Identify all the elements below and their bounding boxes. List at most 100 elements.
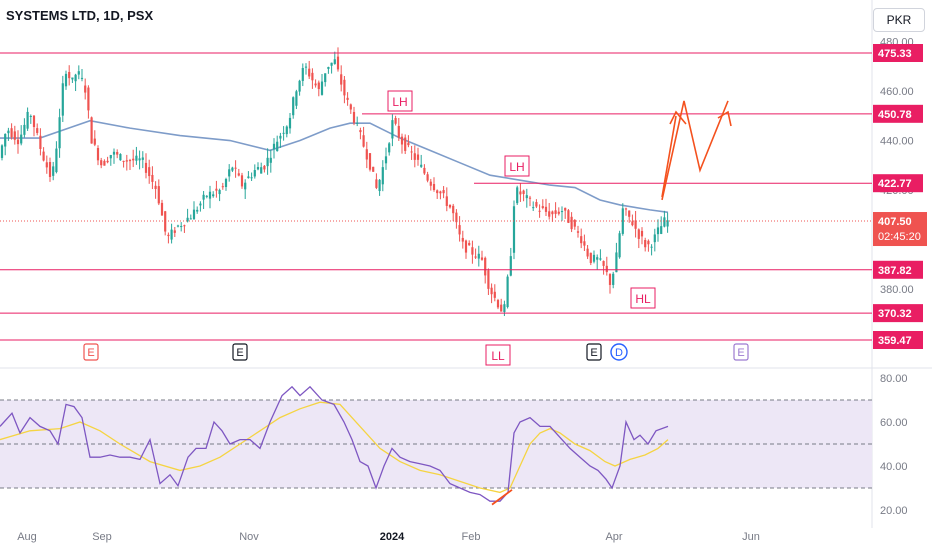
annotation-label: LL [491,349,505,363]
candle-body [180,226,183,228]
candle-body [272,143,276,150]
candle-body [100,160,103,166]
candle-body [439,191,442,194]
candle-body [477,253,480,259]
candle-body [512,206,516,253]
candle-body [656,227,660,235]
level-label: 370.32 [878,308,912,320]
candle-body [666,220,669,227]
candle-body [484,257,487,276]
candle-body [68,71,71,79]
x-tick-label: Apr [605,531,622,543]
candle-body [343,79,346,96]
rsi-divergence-line [491,489,513,506]
countdown-label: 02:45:20 [878,231,921,243]
candle-body [16,139,20,145]
candle-body [461,237,464,242]
candle-body [58,117,61,149]
candle-body [394,118,397,124]
projection-arrow-1 [661,115,677,198]
candle-body [544,206,548,212]
candle-body [423,167,426,174]
candle-body [253,170,256,177]
candle-body [231,167,234,171]
candle-body [663,217,666,227]
last-price-label-bg [873,212,927,247]
candle-body [525,195,528,199]
candle-body [349,104,352,110]
candle-body [615,252,618,273]
level-label: 450.78 [878,109,912,121]
candle-body [637,229,640,239]
price-tick-label: 380.00 [880,284,914,296]
projection-arrowhead-2 [717,110,732,127]
candle-body [432,184,436,191]
candle-body [464,240,468,253]
candle-body [413,153,416,160]
chart-title: SYSTEMS LTD, 1D, PSX [6,8,154,23]
rsi-tick-label: 60.00 [880,417,908,429]
candle-body [493,291,496,298]
candle-body [221,186,224,188]
candle-body [42,151,45,161]
candle-body [506,276,509,308]
candle-body [250,177,253,179]
candle-body [167,234,170,237]
x-tick-label: 2024 [380,531,405,543]
x-tick-label: Aug [17,531,37,543]
candle-body [260,167,263,174]
candle-body [93,138,96,145]
candle-body [285,126,288,135]
candle-body [298,80,301,92]
candle-body [74,74,77,82]
candle-body [205,195,208,197]
candle-body [234,167,237,169]
candle-body [624,208,628,210]
candle-body [199,203,202,206]
candle-body [215,188,218,191]
candle-body [381,167,384,185]
candle-body [372,166,375,172]
candle-body [119,154,122,161]
candle-body [26,111,29,129]
candle-body [7,130,10,134]
candle-body [141,157,144,160]
candle-body [436,190,439,194]
candle-body [304,66,308,68]
candle-body [103,160,106,166]
currency-button[interactable]: PKR [873,8,925,32]
level-label-bg [873,44,923,62]
candle-body [429,181,432,186]
candle-body [647,240,650,245]
candle-body [324,73,327,83]
level-label: 359.47 [878,335,912,347]
candle-body [176,225,180,227]
candle-body [154,185,157,189]
candle-body [311,72,314,81]
candle-body [32,115,36,128]
event-marker-label: E [87,347,94,359]
candle-body [388,143,391,153]
candle-body [442,190,445,194]
annotation-box [485,344,511,366]
candle-body [564,207,567,211]
candle-body [586,248,589,257]
candle-body [634,220,637,229]
level-label-bg [873,174,923,193]
candle-body [551,211,554,215]
candle-body [160,202,164,216]
candle-body [503,304,506,313]
candle-body [122,160,125,162]
candle-body [416,154,420,160]
candle-body [224,178,228,188]
price-tick-label: 440.00 [880,136,914,148]
rsi-tick-label: 40.00 [880,461,908,473]
candle-body [189,218,192,220]
event-marker-bg [586,343,602,361]
candle-body [359,130,362,133]
candle-body [183,225,186,227]
event-marker-label: E [590,347,597,359]
candles [0,47,669,317]
candle-body [301,68,304,81]
